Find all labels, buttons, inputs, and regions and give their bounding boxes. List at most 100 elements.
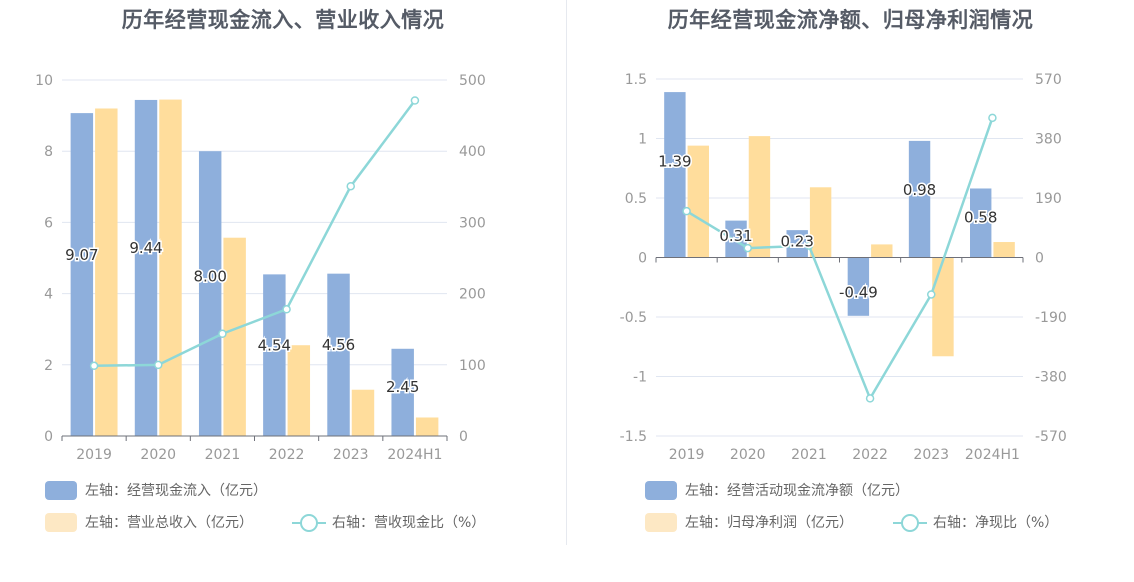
- legend-label-line: 右轴：营收现金比（%）: [332, 515, 486, 531]
- y-tick-label-right: 0: [459, 429, 468, 445]
- data-label: 4.54: [258, 336, 291, 354]
- legend-label-bar2: 左轴：营业总收入（亿元）: [85, 515, 253, 531]
- bar-series2: [287, 345, 311, 436]
- y-tick-label-left: 0: [44, 429, 53, 445]
- data-label: 0.98: [903, 181, 936, 199]
- y-tick-label-right: 190: [1035, 191, 1062, 207]
- bar-series2: [993, 242, 1015, 258]
- data-label: 9.44: [129, 239, 162, 257]
- data-label: 1.39: [658, 153, 691, 171]
- x-tick-label: 2024H1: [387, 447, 442, 463]
- legend-swatch-bar1: [645, 480, 677, 500]
- bar-series2: [809, 187, 832, 258]
- line-point: [927, 290, 936, 299]
- line-point: [282, 305, 291, 314]
- y-tick-label-left: -1.5: [620, 429, 647, 445]
- legend-label-bar1: 左轴：经营现金流入（亿元）: [85, 483, 267, 499]
- legend-item-bar2[interactable]: 左轴：归母净利润（亿元）: [645, 512, 853, 532]
- line-point: [804, 241, 814, 250]
- bar-series1: [908, 140, 931, 258]
- x-tick-label: 2020: [730, 447, 766, 463]
- x-tick-label: 2023: [333, 447, 369, 463]
- y-tick-label-left: -0.5: [620, 310, 647, 326]
- x-tick-label: 2022: [852, 447, 888, 463]
- line-point: [410, 96, 420, 105]
- x-tick-label: 2022: [269, 447, 305, 463]
- y-tick-label-right: 100: [459, 358, 486, 374]
- chart-title: 历年经营现金流入、营业收入情况: [121, 8, 445, 32]
- y-tick-label-right: 570: [1035, 72, 1062, 88]
- y-tick-label-left: 2: [44, 358, 53, 374]
- line-series: [94, 99, 416, 368]
- bar-series2: [159, 99, 182, 436]
- x-tick-label: 2019: [76, 447, 112, 463]
- bar-series2: [95, 108, 118, 436]
- y-tick-label-right: 400: [459, 144, 486, 160]
- y-tick-label-left: 4: [44, 287, 53, 303]
- bar-series2: [748, 136, 771, 258]
- y-tick-label-right: -190: [1035, 310, 1067, 326]
- panel-divider: [566, 0, 567, 545]
- bar-series1: [198, 151, 222, 436]
- data-label: 0.58: [964, 208, 997, 226]
- data-label: 2.45: [386, 378, 419, 396]
- bar-series1: [664, 92, 686, 258]
- bar-series2: [687, 145, 709, 258]
- y-tick-label-left: 1: [638, 132, 647, 148]
- bar-series2: [415, 417, 439, 436]
- legend-swatch-bar2: [645, 512, 677, 532]
- bar-series2: [223, 237, 246, 436]
- bar-series1: [70, 113, 94, 436]
- legend-label-bar2: 左轴：归母净利润（亿元）: [685, 515, 853, 531]
- y-tick-label-left: 0: [638, 251, 647, 267]
- y-tick-label-left: -1: [633, 370, 647, 386]
- legend-item-bar2[interactable]: 左轴：营业总收入（亿元）: [45, 512, 253, 532]
- bar-series1: [391, 348, 414, 436]
- data-label: 0.23: [781, 233, 814, 251]
- y-tick-label-left: 8: [44, 144, 53, 160]
- data-label: -0.49: [839, 283, 878, 301]
- legend-label-bar1: 左轴：经营活动现金流净额（亿元）: [685, 483, 909, 499]
- legend-item-bar1[interactable]: 左轴：经营活动现金流净额（亿元）: [645, 480, 909, 500]
- line-point: [865, 394, 875, 403]
- legend-item-line[interactable]: 右轴：营收现金比（%）: [292, 512, 485, 532]
- y-tick-label-right: 300: [459, 215, 486, 231]
- bar-series1: [970, 188, 992, 258]
- legend-swatch-bar1: [45, 480, 77, 500]
- bar-series1: [725, 220, 747, 258]
- data-label: 8.00: [193, 268, 226, 286]
- line-point: [988, 113, 997, 123]
- y-tick-label-left: 6: [44, 215, 53, 231]
- bar-series1: [847, 257, 870, 316]
- chart-panel-netcash-profit: 历年经营现金流净额、归母净利润情况 -1.5 -1 -0.5 0 0.5 1 1.5 -570…: [567, 0, 1134, 582]
- line-point: [218, 329, 227, 339]
- legend-item-line[interactable]: 右轴：净现比（%）: [893, 512, 1058, 532]
- line-point: [743, 243, 752, 253]
- line-series: [685, 117, 994, 402]
- x-tick-label: 2020: [140, 447, 176, 463]
- bar-series2: [351, 389, 375, 436]
- y-tick-label-right: -570: [1035, 429, 1067, 445]
- chart-panel-cashflow-revenue: 历年经营现金流入、营业收入情况 0 2 4 6 8 10 0 100 200 300 400 500 2…: [0, 0, 566, 582]
- line-point: [682, 206, 691, 216]
- bar-series2: [932, 257, 954, 357]
- bar-series1: [327, 273, 350, 436]
- y-tick-label-right: 500: [459, 73, 486, 89]
- line-point: [89, 361, 99, 371]
- data-label: 0.31: [719, 227, 752, 245]
- x-tick-label: 2021: [205, 447, 241, 463]
- bar-series2: [871, 244, 893, 258]
- y-tick-label-right: 380: [1035, 132, 1062, 148]
- bar-series1: [263, 274, 286, 436]
- y-tick-label-left: 10: [35, 73, 53, 89]
- x-tick-label: 2024H1: [965, 447, 1020, 463]
- legend-item-bar1[interactable]: 左轴：经营现金流入（亿元）: [45, 480, 267, 500]
- legend-swatch-line: [893, 513, 927, 532]
- y-tick-label-right: 200: [459, 287, 486, 303]
- x-tick-label: 2019: [669, 447, 705, 463]
- legend-label-line: 右轴：净现比（%）: [933, 515, 1059, 531]
- legend-swatch-line: [292, 513, 326, 532]
- bar-series1: [134, 99, 158, 436]
- line-point: [154, 360, 163, 370]
